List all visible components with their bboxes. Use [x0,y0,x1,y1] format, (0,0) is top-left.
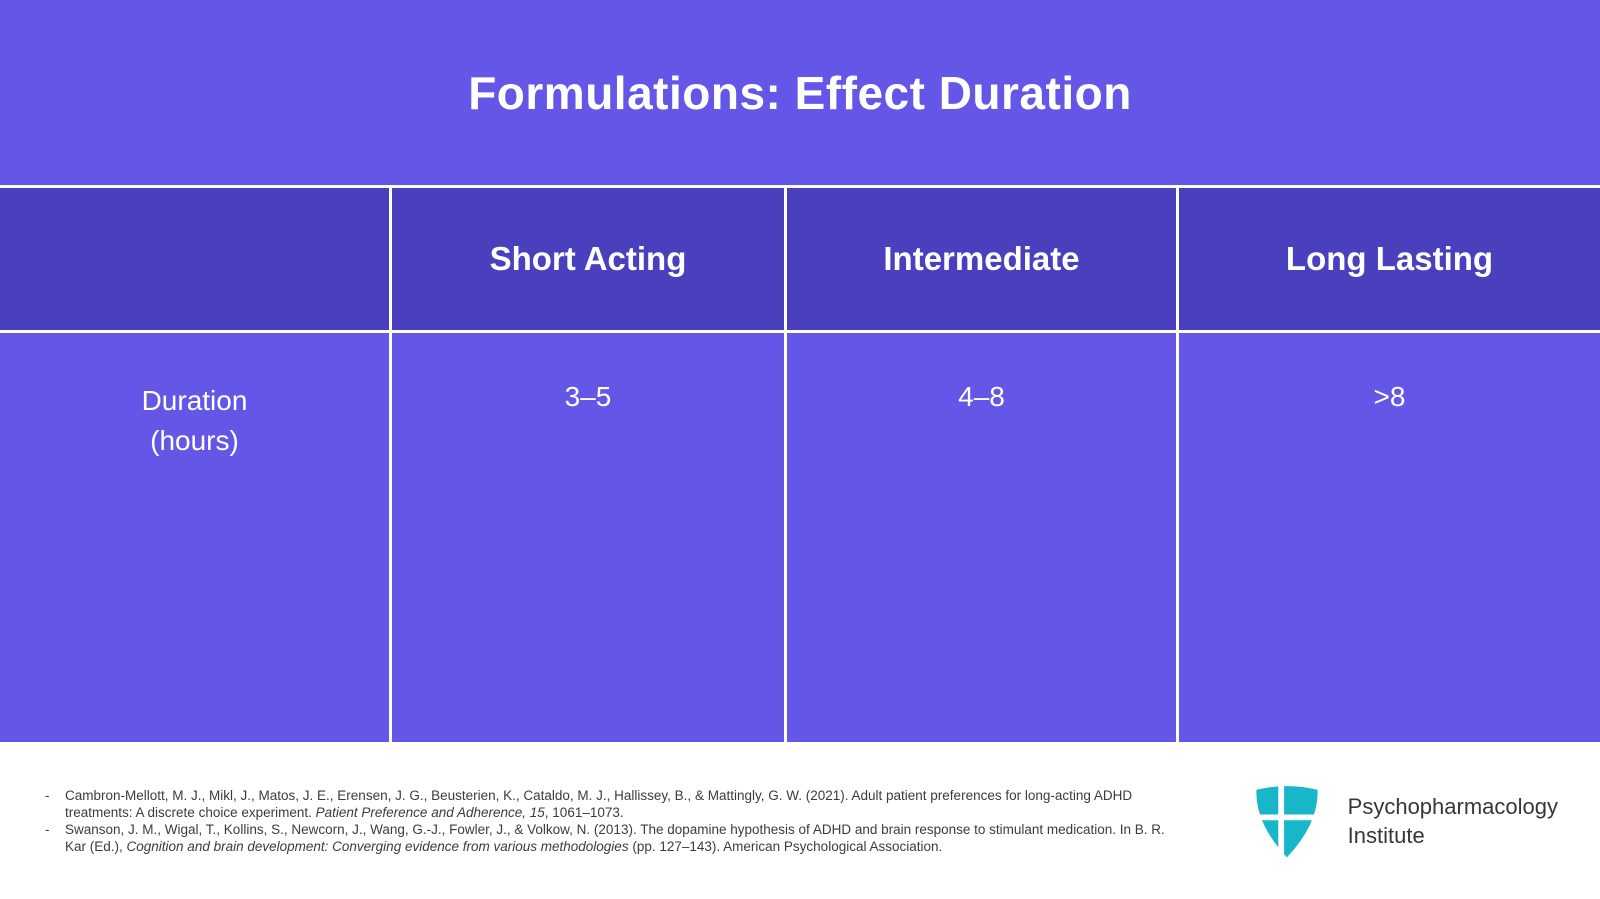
row-header-duration-hours: Duration (hours) [0,333,389,742]
column-header-short-acting: Short Acting [392,188,784,330]
column-header-long-lasting: Long Lasting [1179,188,1600,330]
effect-duration-table: Short Acting Intermediate Long Lasting D… [0,185,1600,742]
footer: - Cambron-Mellott, M. J., Mikl, J., Mato… [0,742,1600,899]
citation-text-italic: Patient Preference and Adherence, 15 [315,804,545,820]
cell-duration-short-acting: 3–5 [392,333,784,742]
citation-text-italic: Cognition and brain development: Converg… [126,838,629,854]
citation-bullet: - [45,821,50,837]
table-corner-cell [0,188,389,330]
citation-bullet: - [45,787,50,803]
cell-duration-long-lasting: >8 [1179,333,1600,742]
slide-title: Formulations: Effect Duration [468,66,1132,119]
logo-text: Psychopharmacology Institute [1347,793,1558,848]
citation-text-normal: Swanson, J. M., Wigal, T., Kollins, S., … [65,821,1165,854]
cell-duration-intermediate: 4–8 [787,333,1176,742]
citation-text-normal: , 1061–1073. [544,804,624,820]
citations-list: - Cambron-Mellott, M. J., Mikl, J., Mato… [45,787,1185,855]
citation-text-normal: Cambron-Mellott, M. J., Mikl, J., Matos,… [65,787,1133,820]
column-header-intermediate: Intermediate [787,188,1176,330]
citation-text: Swanson, J. M., Wigal, T., Kollins, S., … [65,821,1185,855]
shield-logo-icon [1248,780,1325,861]
row-header-label: Duration (hours) [141,385,248,456]
title-bar: Formulations: Effect Duration [0,0,1600,185]
citation-text-normal: (pp. 127–143). American Psychological As… [628,838,943,854]
citation-item: - Swanson, J. M., Wigal, T., Kollins, S.… [45,821,1185,855]
citation-item: - Cambron-Mellott, M. J., Mikl, J., Mato… [45,787,1185,821]
citation-text: Cambron-Mellott, M. J., Mikl, J., Matos,… [65,787,1185,821]
psychopharmacology-institute-logo: Psychopharmacology Institute [1244,780,1558,861]
